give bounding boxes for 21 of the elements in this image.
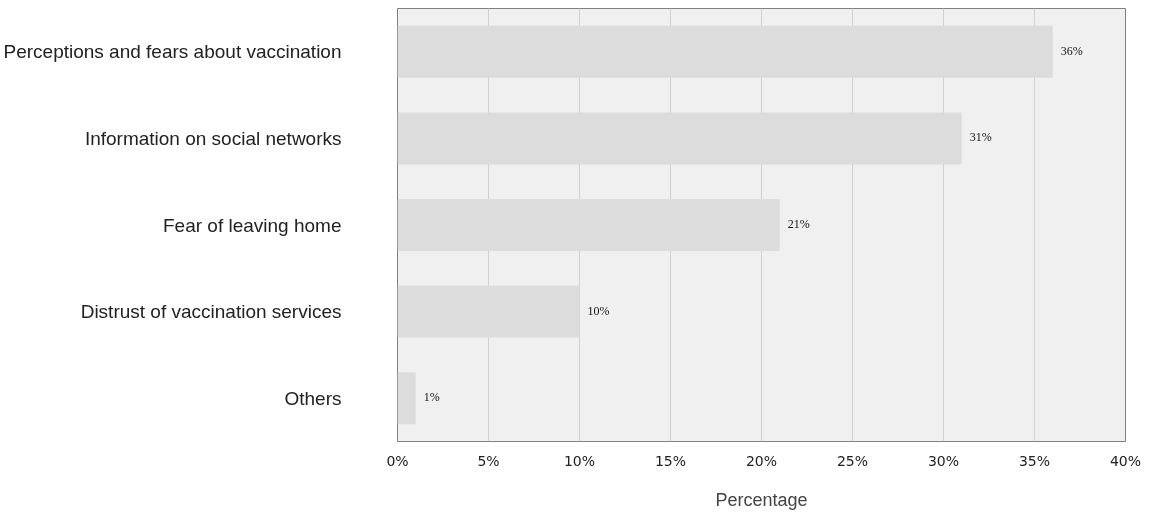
data-label: 1% (423, 390, 440, 405)
y-tick-label: Information on social networks (84, 127, 342, 149)
x-tick-label: 15% (654, 452, 687, 469)
y-tick-label: Distrust of vaccination services (80, 301, 342, 323)
x-tick-label: 30% (927, 452, 960, 469)
y-tick-label: Others (284, 387, 342, 409)
data-label: 10% (587, 303, 610, 318)
x-axis-title: Percentage (715, 489, 808, 510)
x-tick-label: 35% (1018, 452, 1051, 469)
x-tick-label: 40% (1109, 452, 1142, 469)
data-label: 36% (1060, 43, 1083, 58)
data-label: 21% (787, 217, 810, 231)
x-tick-label: 25% (836, 452, 869, 469)
y-tick-label: Perceptions and fears about vaccination (3, 41, 342, 63)
bar (397, 372, 416, 425)
data-label: 31% (969, 130, 992, 145)
x-tick-label: 0% (386, 452, 409, 469)
x-tick-label: 10% (563, 452, 596, 469)
y-tick-label: Fear of leaving home (163, 214, 342, 236)
x-tick-label: 5% (477, 452, 500, 469)
x-tick-label: 20% (745, 452, 778, 469)
